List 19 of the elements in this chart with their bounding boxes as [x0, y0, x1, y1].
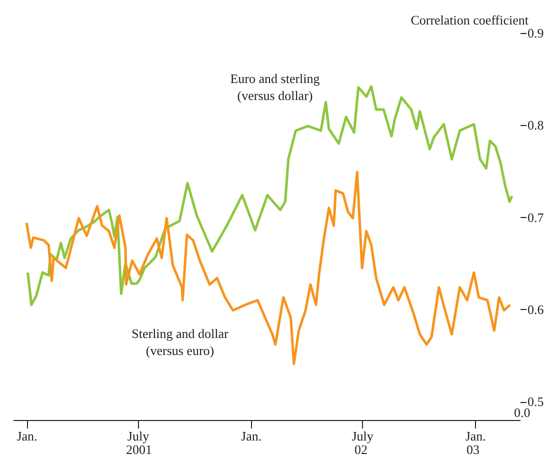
- series-label: Euro and sterling (versus dollar): [230, 71, 320, 103]
- x-tick-label: Jan.: [241, 428, 262, 444]
- annotation: 0.0: [514, 405, 530, 420]
- x-tick-label: July: [127, 428, 150, 444]
- y-tick-label: 0.5: [528, 394, 544, 410]
- y-tick-label: 0.8: [528, 118, 544, 133]
- series-label: Sterling and dollar (versus euro): [132, 326, 230, 358]
- y-axis-title: Correlation coefficient: [410, 12, 529, 28]
- text: 03: [466, 442, 480, 456]
- text: 2001: [126, 442, 152, 456]
- x-tick-label: July: [352, 428, 374, 444]
- y-tick-label: 0.9: [528, 26, 544, 40]
- x-tick-label: Jan.: [465, 428, 486, 444]
- text: 02: [354, 442, 368, 456]
- y-tick-label: 0.6: [528, 302, 544, 317]
- y-tick-label: 0.7: [528, 210, 544, 225]
- line-series: [26, 85, 514, 306]
- x-tick-label: Jan.: [16, 428, 38, 444]
- line-series: [25, 170, 512, 366]
